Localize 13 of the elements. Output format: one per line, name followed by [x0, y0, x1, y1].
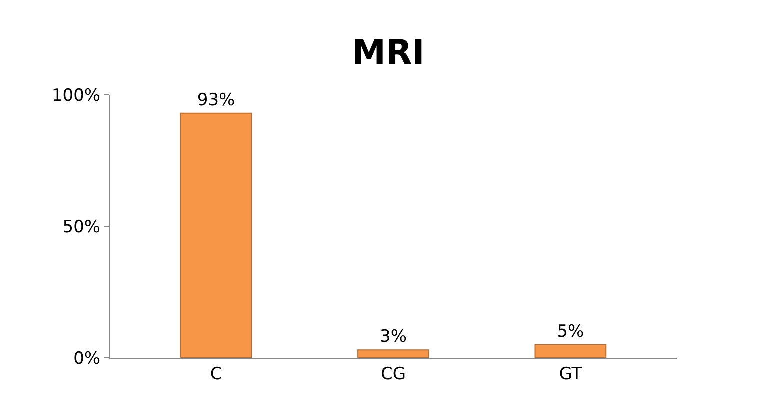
x-tick-label: CG: [380, 364, 406, 384]
chart-title: MRI: [352, 33, 425, 74]
bar: [534, 344, 607, 358]
x-tick-label: GT: [559, 364, 583, 384]
data-label: 5%: [557, 322, 584, 342]
y-tick-label: 100%: [52, 86, 101, 106]
bar: [180, 112, 252, 358]
data-label: 93%: [197, 90, 236, 110]
y-tick-label: 50%: [62, 217, 101, 238]
data-label: 3%: [380, 327, 407, 348]
bar: [358, 350, 430, 358]
x-tick-label: C: [210, 364, 222, 384]
y-tick-label: 0%: [74, 348, 101, 369]
